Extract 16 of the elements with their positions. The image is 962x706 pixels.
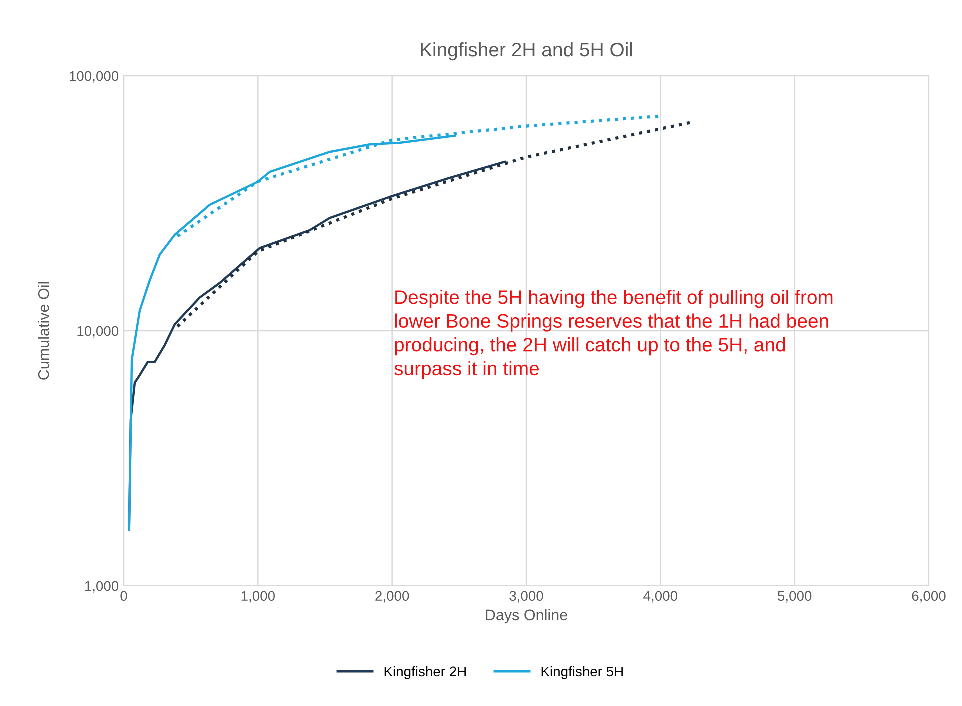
- chart-title: Kingfisher 2H and 5H Oil: [421, 42, 632, 61]
- annotation: Despite the 5H having the benefit of pulling oil from lower Bone Springs reserves that the 1H had been producing, the 2H will catch up to the 5H, and surpass it in time: [394, 290, 833, 380]
- x-tick-label: 1,000: [242, 591, 276, 603]
- x-tick-label: 5,000: [778, 591, 812, 603]
- x-tick-label: 3,000: [510, 591, 544, 603]
- x-tick-label: 0: [120, 591, 128, 602]
- y-tick-label: 1,000: [85, 581, 119, 593]
- x-tick-label: 6,000: [912, 591, 946, 603]
- y-tick-label: 100,000: [70, 71, 119, 83]
- legend-label: Kingfisher 2H: [384, 666, 466, 680]
- y-axis-title: Cumulative Oil: [38, 282, 50, 380]
- legend-label: Kingfisher 5H: [542, 666, 623, 680]
- x-tick-label: 2,000: [376, 591, 410, 603]
- x-axis-title: Days Online: [486, 609, 568, 624]
- x-tick-label: 4,000: [644, 591, 678, 603]
- y-tick-label: 10,000: [78, 326, 119, 338]
